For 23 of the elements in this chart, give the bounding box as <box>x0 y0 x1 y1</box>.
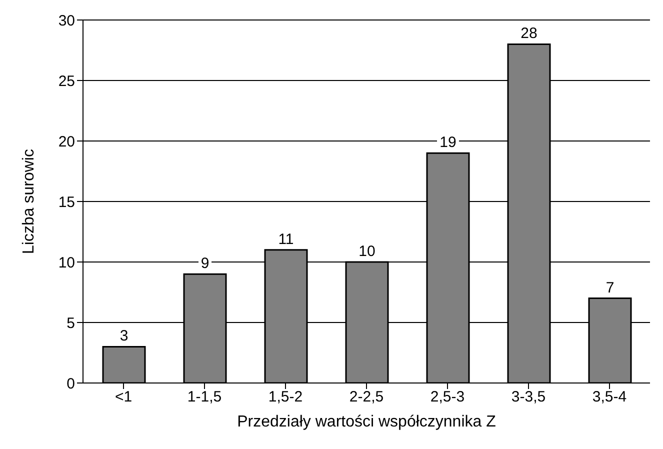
x-tick-label: <1 <box>114 388 132 406</box>
x-tick-label: 1-1,5 <box>187 388 222 406</box>
x-tick-label: 2-2,5 <box>349 388 384 406</box>
y-tick-label: 15 <box>58 194 75 211</box>
y-tick-label: 0 <box>66 375 75 392</box>
x-tick-label: 2,5-3 <box>430 388 465 406</box>
x-tick-label: 3-3,5 <box>511 388 546 406</box>
data-label: 28 <box>520 25 538 42</box>
y-axis-title: Liczba surowic <box>20 149 38 254</box>
data-label: 11 <box>278 230 294 248</box>
data-label: 3 <box>120 328 128 345</box>
data-label: 7 <box>606 279 614 296</box>
y-tick-label: 5 <box>66 314 75 332</box>
x-tick-label: 1,5-2 <box>268 388 303 406</box>
y-tick-label: 25 <box>58 72 75 90</box>
y-tick-label: 10 <box>58 254 75 272</box>
data-label: 19 <box>440 134 456 152</box>
y-tick-label: 20 <box>58 133 75 150</box>
data-label: 9 <box>200 255 210 272</box>
y-tick-label: 30 <box>58 12 75 30</box>
x-tick-label: 3,5-4 <box>592 388 627 406</box>
data-label: 10 <box>358 243 376 260</box>
x-axis-title: Przedziały wartości współczynnika Z <box>237 413 496 430</box>
